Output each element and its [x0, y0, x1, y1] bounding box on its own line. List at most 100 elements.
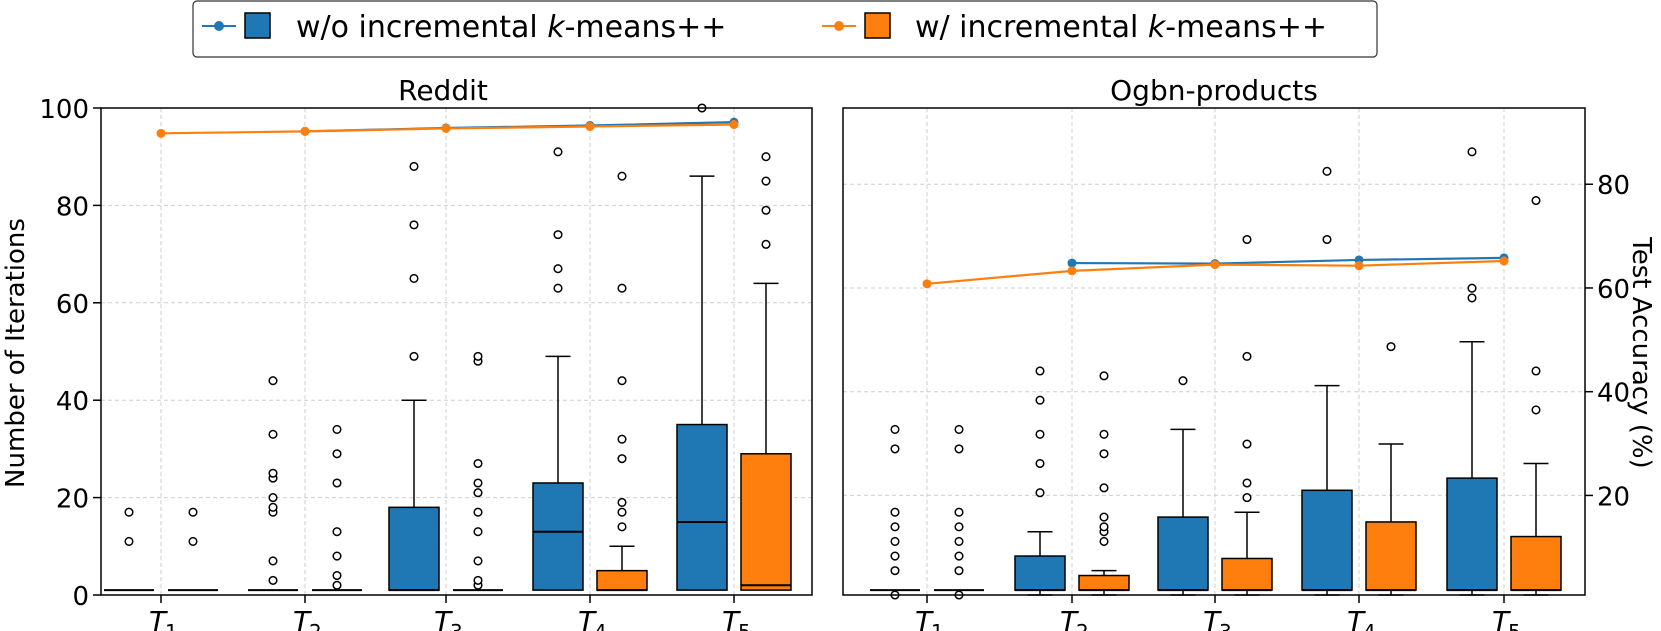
box-outlier — [473, 458, 483, 469]
y2-axis-label: Test Accuracy (%) — [1626, 236, 1656, 468]
x-tick-label-subscript: 4 — [594, 620, 607, 631]
x-tick-label-subscript: 1 — [165, 620, 178, 631]
box-outlier — [332, 424, 342, 434]
box-outlier — [890, 522, 900, 532]
box-with-4 — [1365, 342, 1417, 596]
box-outlier — [617, 283, 627, 293]
box-outlier — [617, 376, 627, 386]
box-body — [1221, 557, 1273, 591]
box-outlier — [553, 230, 563, 240]
x-tick-label-subscript: 1 — [931, 620, 944, 631]
box-outlier — [409, 351, 419, 361]
accuracy-point-with — [300, 126, 310, 136]
box-plots — [104, 103, 792, 592]
box-outlier — [268, 502, 278, 512]
box-outlier — [1099, 483, 1109, 493]
box-outlier — [890, 507, 900, 517]
box-body — [1365, 521, 1417, 591]
box-outlier — [1531, 366, 1541, 376]
box-outlier — [1099, 512, 1109, 522]
box-outlier — [1531, 195, 1541, 206]
box-without-2 — [248, 376, 298, 592]
box-outlier — [890, 424, 900, 434]
accuracy-point-with — [1067, 266, 1077, 276]
accuracy-point-with — [729, 120, 739, 130]
box-outlier — [409, 161, 419, 171]
box-outlier — [890, 566, 900, 576]
x-tick-label-subscript: 2 — [309, 620, 322, 631]
x-tick-label-subscript: 4 — [1363, 620, 1376, 631]
box-outlier — [188, 536, 198, 546]
box-outlier — [954, 536, 964, 546]
box-outlier — [617, 171, 627, 181]
box-without-4 — [532, 147, 584, 591]
box-without-3 — [1157, 376, 1209, 596]
plot-frame — [100, 107, 813, 596]
box-outlier — [1242, 493, 1252, 503]
box-outlier — [1322, 166, 1332, 176]
box-body — [388, 506, 440, 591]
accuracy-point-with — [156, 128, 166, 138]
y-axis-label: Number of Iterations — [1, 218, 31, 488]
box-body — [1510, 535, 1562, 591]
box-outlier — [332, 478, 342, 488]
box-outlier — [1242, 234, 1252, 245]
box-body — [532, 482, 584, 591]
legend-marker-with — [834, 21, 844, 31]
box-outlier — [1531, 405, 1541, 415]
box-outlier — [268, 556, 278, 566]
box-without-4 — [1301, 166, 1353, 596]
y-tick-label: 0 — [72, 582, 89, 612]
box-outlier — [617, 522, 627, 532]
box-without-5 — [1446, 147, 1498, 596]
box-outlier — [332, 551, 342, 561]
y-tick-label: 80 — [56, 192, 89, 222]
x-tick-label-subscript: 3 — [1219, 620, 1232, 631]
box-outlier — [617, 497, 627, 508]
box-with-2 — [1078, 371, 1130, 596]
box-outlier — [473, 527, 483, 537]
chart-title: Ogbn-products — [1110, 74, 1318, 107]
box-outlier — [1035, 488, 1045, 498]
box-body — [1157, 516, 1209, 591]
box-outlier — [268, 468, 278, 478]
box-outlier — [124, 536, 134, 546]
plot-frame — [842, 107, 1586, 596]
box-outlier — [268, 376, 278, 386]
box-outlier — [124, 507, 134, 517]
x-tick-label-subscript: 5 — [738, 620, 751, 631]
box-with-5 — [1510, 195, 1562, 596]
box-outlier — [954, 522, 964, 532]
box-outlier — [1099, 429, 1109, 439]
box-outlier — [1035, 366, 1045, 376]
box-outlier — [1467, 293, 1477, 303]
accuracy-point-with — [1499, 256, 1509, 266]
box-outlier — [954, 444, 964, 454]
x-axis-ticks: T1T2T3T4T5 — [915, 595, 1521, 631]
x-axis-ticks: T1T2T3T4T5 — [149, 595, 751, 631]
box-outlier — [1099, 449, 1109, 459]
legend-label-without: w/o incremental k-means++ — [296, 10, 726, 45]
box-with-1 — [168, 507, 218, 592]
box-outlier — [409, 273, 419, 284]
accuracy-lines — [922, 253, 1509, 289]
box-outlier — [332, 580, 342, 590]
box-body — [1078, 574, 1130, 591]
box-outlier — [617, 507, 627, 517]
legend: w/o incremental k-means++ w/ incremental… — [192, 0, 1378, 58]
box-outlier — [473, 488, 483, 498]
x-tick-label: T — [915, 605, 934, 631]
y2-tick-label: 60 — [1597, 275, 1630, 305]
box-outlier — [1386, 342, 1396, 352]
box-outlier — [954, 566, 964, 576]
box-outlier — [761, 152, 771, 162]
box-outlier — [1242, 439, 1252, 449]
box-outlier — [268, 493, 278, 503]
box-outlier — [473, 351, 483, 361]
box-outlier — [1242, 351, 1252, 361]
box-outlier — [268, 575, 278, 585]
x-tick-label: T — [434, 605, 453, 631]
box-without-1 — [870, 424, 920, 600]
accuracy-line-without — [1071, 256, 1505, 265]
